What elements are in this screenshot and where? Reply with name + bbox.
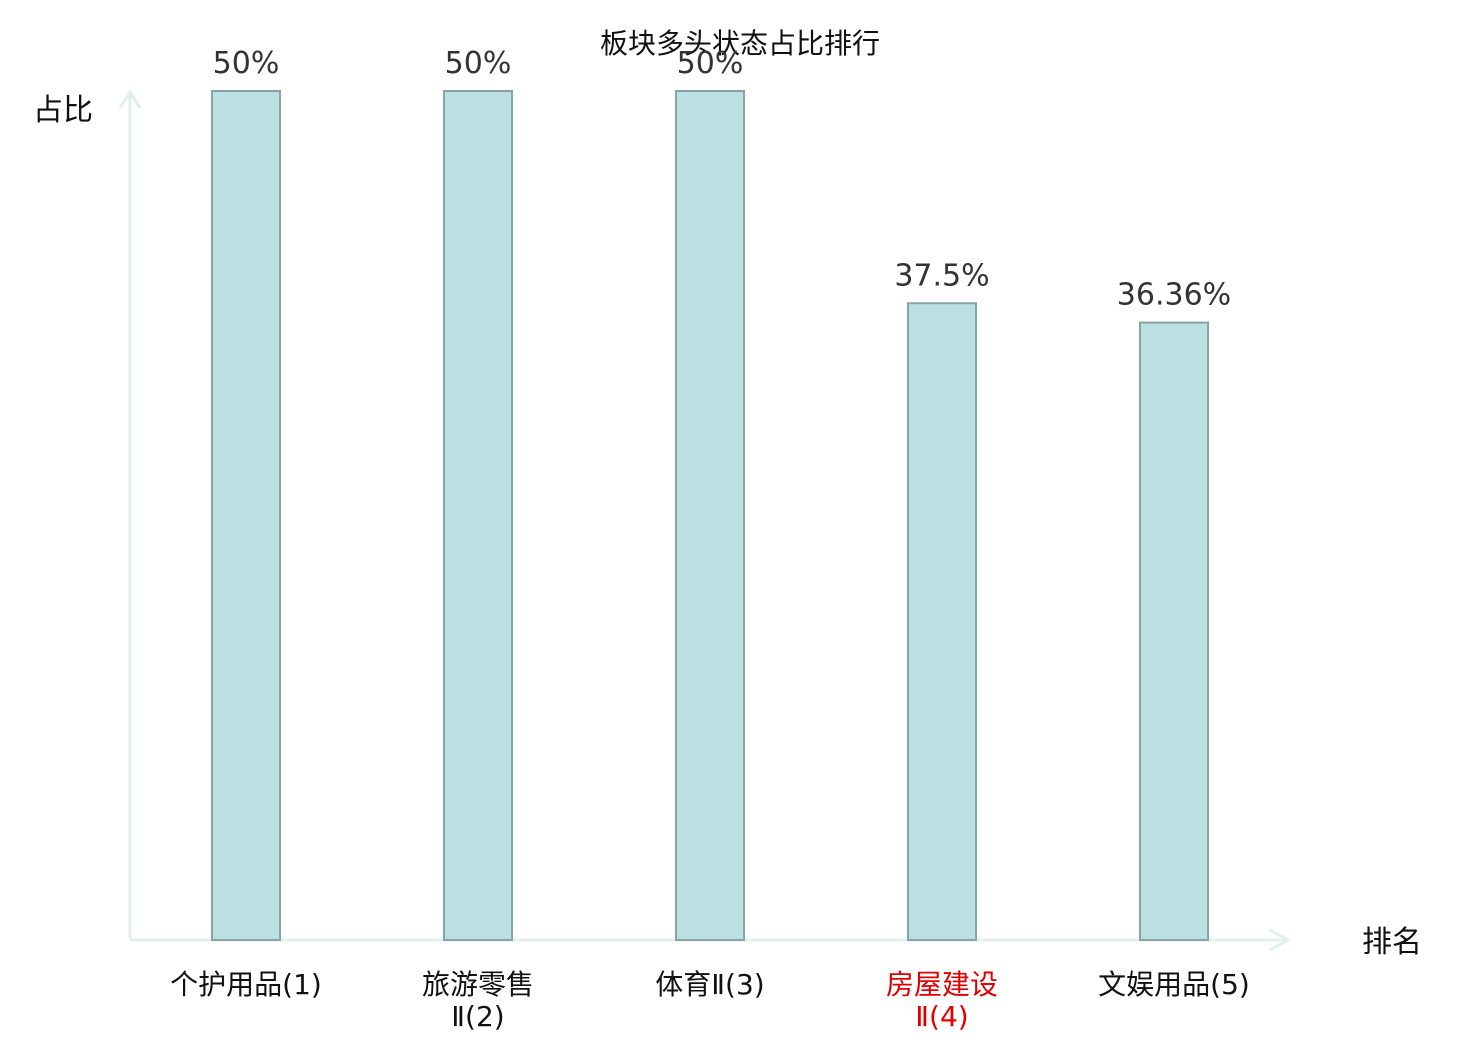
value-label-5: 36.36%: [1117, 278, 1231, 313]
bar-4: [907, 302, 977, 941]
value-label-4: 37.5%: [894, 258, 989, 293]
value-label-1: 50%: [213, 46, 280, 81]
x-axis-arrow: [1269, 928, 1292, 952]
category-label-2-line2: Ⅱ(2): [451, 1000, 504, 1033]
category-label-1: 个护用品(1): [170, 968, 322, 1001]
category-label-2: 旅游零售: [422, 968, 534, 1001]
chart-title: 板块多头状态占比排行: [600, 27, 880, 60]
bar-2: [443, 90, 513, 941]
value-label-2: 50%: [445, 46, 512, 81]
category-label-5: 文娱用品(5): [1098, 968, 1250, 1001]
bar-1: [211, 90, 281, 941]
bar-3: [675, 90, 745, 941]
category-label-4-line2: Ⅱ(4): [915, 1000, 968, 1033]
y-axis-arrow: [118, 89, 142, 109]
value-labels-group: 50% 50% 50% 37.5% 36.36%: [213, 46, 1232, 313]
category-label-4: 房屋建设: [886, 968, 998, 1001]
x-axis: 排名: [130, 925, 1422, 960]
bars-group: [211, 90, 1209, 942]
category-label-3: 体育Ⅱ(3): [655, 968, 764, 1001]
bar-5: [1139, 321, 1209, 942]
x-axis-label: 排名: [1362, 925, 1422, 960]
value-label-3: 50%: [677, 46, 744, 81]
y-axis: 占比: [33, 89, 142, 940]
y-axis-label: 占比: [33, 93, 93, 128]
